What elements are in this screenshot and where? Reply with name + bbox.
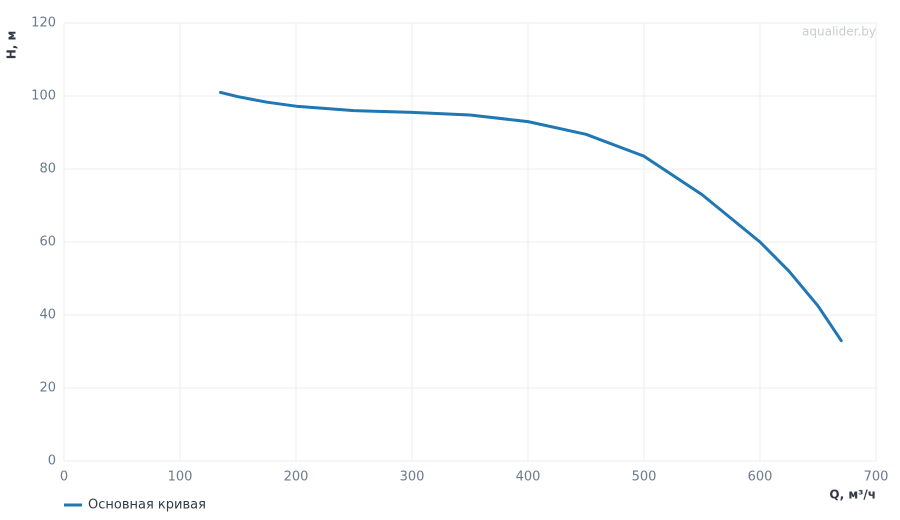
y-tick-label: 80 <box>39 162 56 177</box>
y-tick-label: 60 <box>39 235 56 250</box>
y-tick-label: 100 <box>31 89 56 104</box>
x-tick-label: 600 <box>748 470 773 485</box>
x-tick-label: 400 <box>516 470 541 485</box>
x-tick-label: 0 <box>60 470 68 485</box>
x-tick-label: 500 <box>632 470 657 485</box>
y-tick-label: 120 <box>31 16 56 31</box>
y-axis-label: H, м <box>5 31 19 60</box>
x-axis-label: Q, м³/ч <box>829 488 876 502</box>
x-tick-label: 300 <box>400 470 425 485</box>
watermark: aqualider.by <box>802 25 876 39</box>
x-tick-label: 700 <box>864 470 889 485</box>
legend-label[interactable]: Основная кривая <box>88 498 206 513</box>
y-tick-label: 0 <box>48 454 56 469</box>
x-tick-label: 100 <box>168 470 193 485</box>
x-tick-label: 200 <box>284 470 309 485</box>
y-tick-label: 40 <box>39 308 56 323</box>
y-tick-label: 20 <box>39 381 56 396</box>
curve <box>219 90 843 343</box>
